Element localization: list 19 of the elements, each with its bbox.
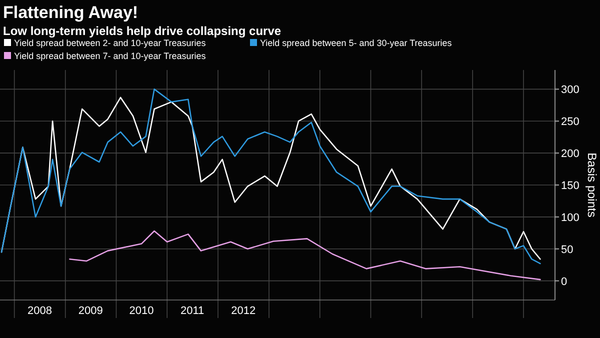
y-tick-label: 150 xyxy=(561,180,580,192)
x-tick-label: 2010 xyxy=(129,305,154,317)
y-tick-label: 0 xyxy=(561,276,568,288)
x-tick-label: 2009 xyxy=(78,305,103,317)
x-tick-label: 2011 xyxy=(180,305,204,317)
chart-subtitle: Low long-term yields help drive collapsing curve xyxy=(3,24,282,38)
legend-label: Yield spread between 7- and 10-year Treasuries xyxy=(14,51,206,61)
y-tick-label: 250 xyxy=(561,116,580,128)
x-tick-label: 2012 xyxy=(231,305,256,317)
y-tick-label: 50 xyxy=(561,244,574,256)
y-tick-label: 200 xyxy=(561,148,580,160)
y-tick-label: 300 xyxy=(561,84,580,96)
line-series xyxy=(69,230,541,280)
legend-label: Yield spread between 2- and 10-year Treasuries xyxy=(14,38,206,48)
x-tick-label: 2008 xyxy=(27,305,52,317)
y-axis-title: Basis points xyxy=(585,152,599,218)
legend-label: Yield spread between 5- and 30-year Treasuries xyxy=(260,38,452,48)
y-tick-label: 100 xyxy=(561,212,580,224)
chart-title: Flattening Away! xyxy=(3,3,138,22)
